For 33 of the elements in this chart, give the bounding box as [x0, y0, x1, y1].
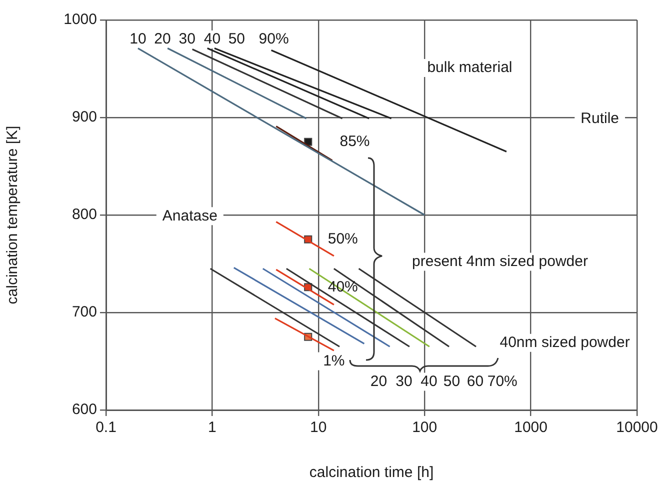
annotation: 10 — [130, 30, 146, 48]
annotation: 1% — [323, 352, 345, 370]
x-tick-label: 0.1 — [96, 419, 116, 436]
annotation: 50 — [228, 30, 246, 48]
annotation: 40nm sized powder — [500, 334, 630, 352]
x-axis-title: calcination time [h] — [309, 464, 434, 482]
annotation: present 4nm sized powder — [412, 252, 588, 270]
annotation: 30 — [396, 372, 412, 390]
x-tick-label: 10 — [310, 419, 327, 436]
y-tick-label: 700 — [72, 304, 97, 321]
x-tick-label: 1000 — [514, 419, 548, 436]
annotation: 20 — [370, 372, 388, 390]
annotation: Anatase — [162, 207, 218, 224]
annotation: 70% — [487, 372, 518, 390]
y-tick-label: 900 — [72, 108, 97, 126]
y-axis-title: calcination temperature [K] — [4, 126, 22, 304]
y-tick-label: 800 — [72, 206, 97, 224]
annotation: 85% — [340, 133, 370, 150]
annotation: 30 — [178, 30, 196, 48]
annotation: bulk material — [427, 59, 512, 76]
annotation: 40 — [420, 372, 438, 390]
x-tick-label: 100 — [412, 419, 438, 436]
y-tick-label: 1000 — [64, 11, 97, 28]
annotation: 60 — [466, 372, 484, 390]
x-tick-label: 1 — [208, 419, 216, 436]
annotation: 40 — [204, 30, 221, 48]
annotation: Rutile — [580, 110, 620, 128]
annotation: 50% — [328, 230, 358, 248]
annotation: 90% — [258, 30, 289, 48]
y-tick-label: 600 — [72, 401, 97, 418]
annotation: 50 — [443, 372, 460, 390]
x-tick-label: 10000 — [616, 419, 658, 436]
annotation: 20 — [154, 30, 171, 48]
